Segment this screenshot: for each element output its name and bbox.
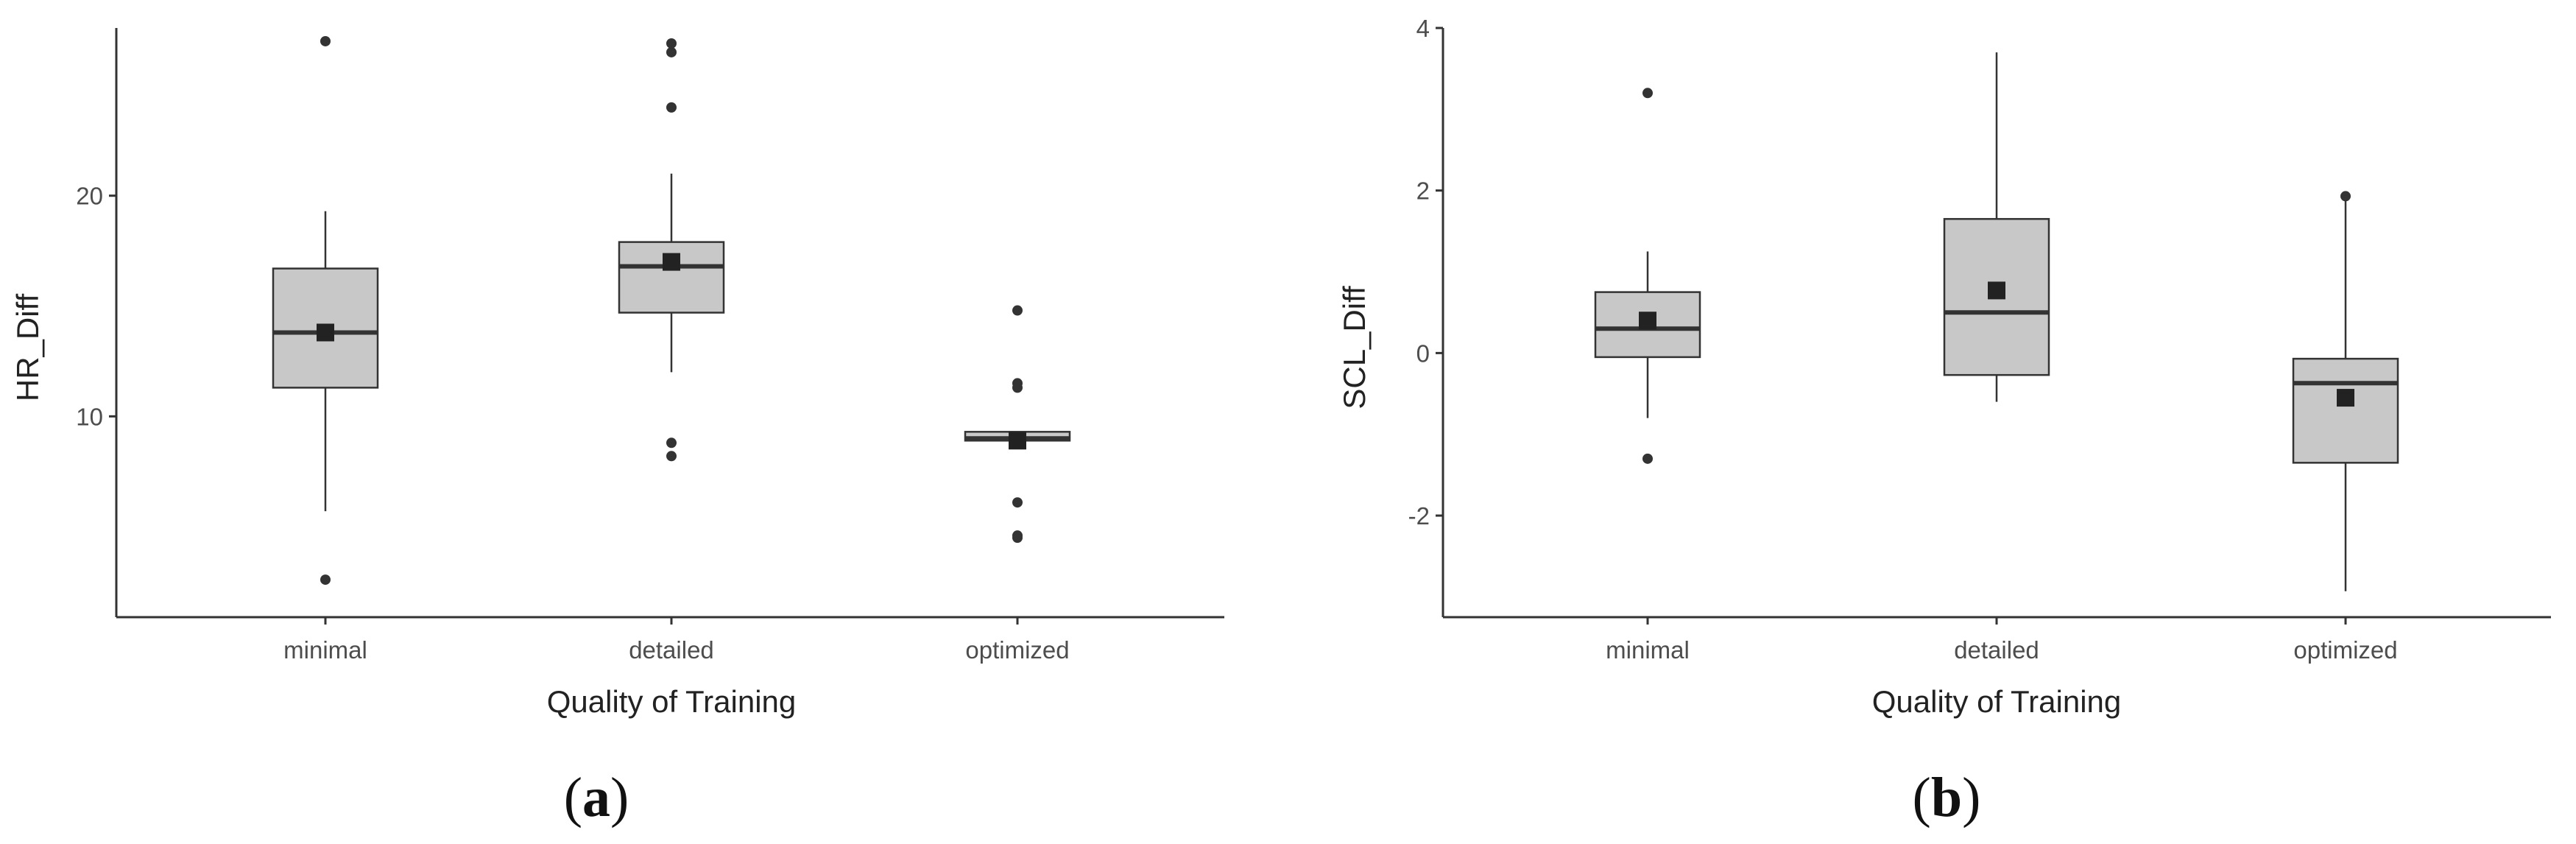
panel-b-chart: -2 0 2 4 minimal detailed optimized SCL_Diff Q…	[1337, 15, 2551, 829]
box-detailed	[1943, 52, 2050, 402]
y-tick-label: 20	[76, 183, 103, 210]
panel-a-label: (a)	[564, 767, 629, 829]
outlier-point	[1012, 530, 1023, 541]
y-tick-label: 2	[1416, 177, 1430, 205]
mean-marker	[1639, 312, 1656, 330]
box-optimized	[2292, 191, 2399, 591]
panel-b-ticks: -2 0 2 4 minimal detailed optimized	[1408, 15, 2398, 664]
outlier-point	[320, 35, 331, 46]
panel-a-x-axis-title: Quality of Training	[547, 684, 797, 719]
x-tick-label: minimal	[283, 636, 367, 664]
outlier-point	[1012, 378, 1023, 389]
panel-b-label: (b)	[1913, 767, 1981, 829]
y-tick-label: 0	[1416, 340, 1430, 367]
outlier-point	[666, 451, 677, 462]
mean-marker	[1009, 432, 1026, 450]
y-tick-label: -2	[1408, 502, 1430, 530]
outlier-point	[1012, 305, 1023, 316]
panel-a-marks	[272, 35, 1071, 585]
panel-b-y-axis-title: SCL_Diff	[1337, 286, 1372, 409]
y-tick-label: 4	[1416, 15, 1430, 42]
mean-marker	[1988, 281, 2005, 300]
outlier-point	[666, 437, 677, 449]
mean-marker	[317, 323, 334, 342]
x-tick-label: detailed	[629, 636, 714, 664]
panel-a-y-axis-title: HR_Diff	[10, 294, 45, 402]
panel-b-marks	[1594, 52, 2399, 591]
outlier-point	[1012, 497, 1023, 508]
outlier-point	[2340, 191, 2351, 202]
outlier-point	[1642, 453, 1653, 464]
panel-a-ticks: 10 20 minimal detailed optimized	[76, 183, 1069, 664]
iqr-box	[618, 241, 725, 314]
y-tick-label: 10	[76, 403, 103, 430]
outlier-point	[1642, 88, 1653, 99]
box-optimized	[964, 305, 1071, 544]
mean-marker	[2337, 389, 2354, 407]
mean-marker	[663, 253, 680, 271]
x-tick-label: detailed	[1954, 636, 2039, 664]
box-minimal	[1594, 88, 1701, 464]
x-tick-label: optimized	[965, 636, 1069, 664]
iqr-box	[2292, 357, 2399, 464]
x-tick-label: minimal	[1606, 636, 1690, 664]
box-detailed	[618, 38, 725, 462]
box-minimal	[272, 35, 379, 585]
x-tick-label: optimized	[2293, 636, 2397, 664]
outlier-point	[666, 102, 677, 113]
outlier-point	[666, 38, 677, 49]
panel-a-chart: 10 20 minimal detailed optimized HR_Diff Qua…	[10, 28, 1224, 829]
panel-b-x-axis-title: Quality of Training	[1872, 684, 2122, 719]
outlier-point	[666, 46, 677, 57]
iqr-box	[1943, 218, 2050, 376]
outlier-point	[320, 574, 331, 585]
